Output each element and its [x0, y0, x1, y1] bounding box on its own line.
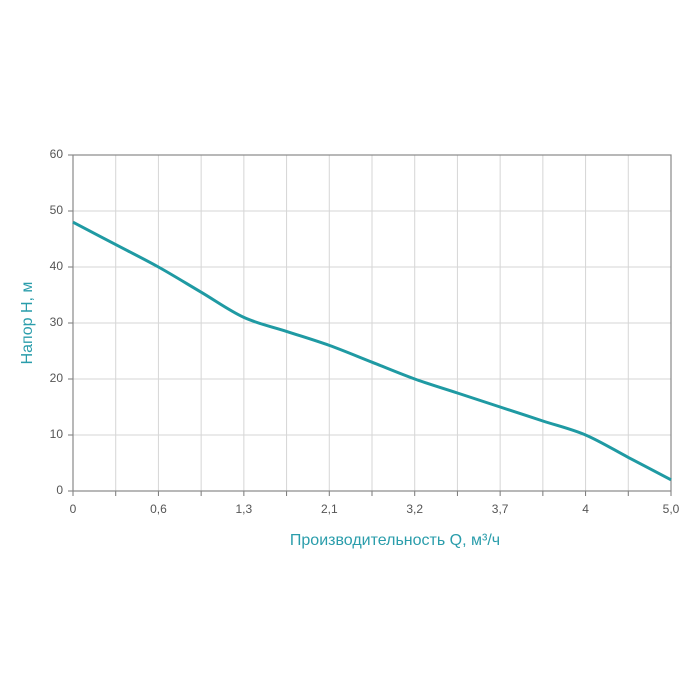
x-tick-label: 1,3	[236, 502, 253, 516]
x-tick-label: 0,6	[150, 502, 167, 516]
x-tick-label: 5,0	[663, 502, 680, 516]
x-tick-label: 3,2	[406, 502, 423, 516]
y-tick-label: 10	[50, 427, 64, 441]
y-tick-label: 50	[50, 203, 64, 217]
x-tick-label: 0	[70, 502, 77, 516]
y-tick-label: 20	[50, 371, 64, 385]
x-tick-label: 4	[582, 502, 589, 516]
y-axis-title: Напор H, м	[19, 282, 36, 365]
curve	[72, 220, 672, 482]
y-tick-label: 30	[50, 315, 64, 329]
y-tick-label: 60	[50, 147, 64, 161]
x-tick-label: 2,1	[321, 502, 338, 516]
x-axis-title: Производительность Q, м³/ч	[290, 532, 500, 549]
y-tick-label: 0	[56, 483, 63, 497]
y-tick-label: 40	[50, 259, 64, 273]
x-tick-label: 3,7	[492, 502, 509, 516]
plot-frame	[72, 154, 672, 492]
